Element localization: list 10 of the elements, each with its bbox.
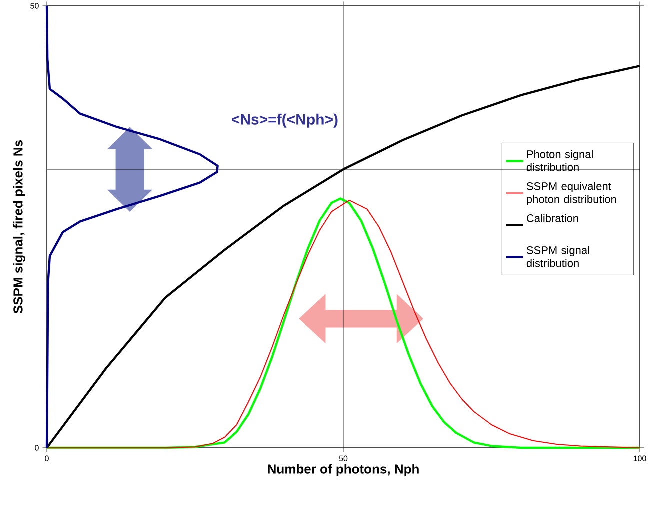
legend-label: SSPM equivalent photon distribution [526, 182, 616, 206]
annotation: <Ns>=f(<Nph>) [232, 114, 338, 128]
legend-label: Calibration [527, 214, 578, 222]
legend-label: Photon signal distribution [526, 150, 593, 172]
x-tick-label: 0 [45, 456, 49, 462]
x-axis-title: Number of photons, Nph [268, 464, 419, 476]
x-tick-label: 100 [634, 456, 646, 462]
y-axis-title: SSPM signal, fired pixels Ns [13, 140, 26, 314]
legend-label: SSPM signal distribution [526, 246, 590, 268]
x-tick-label: 50 [339, 456, 348, 462]
